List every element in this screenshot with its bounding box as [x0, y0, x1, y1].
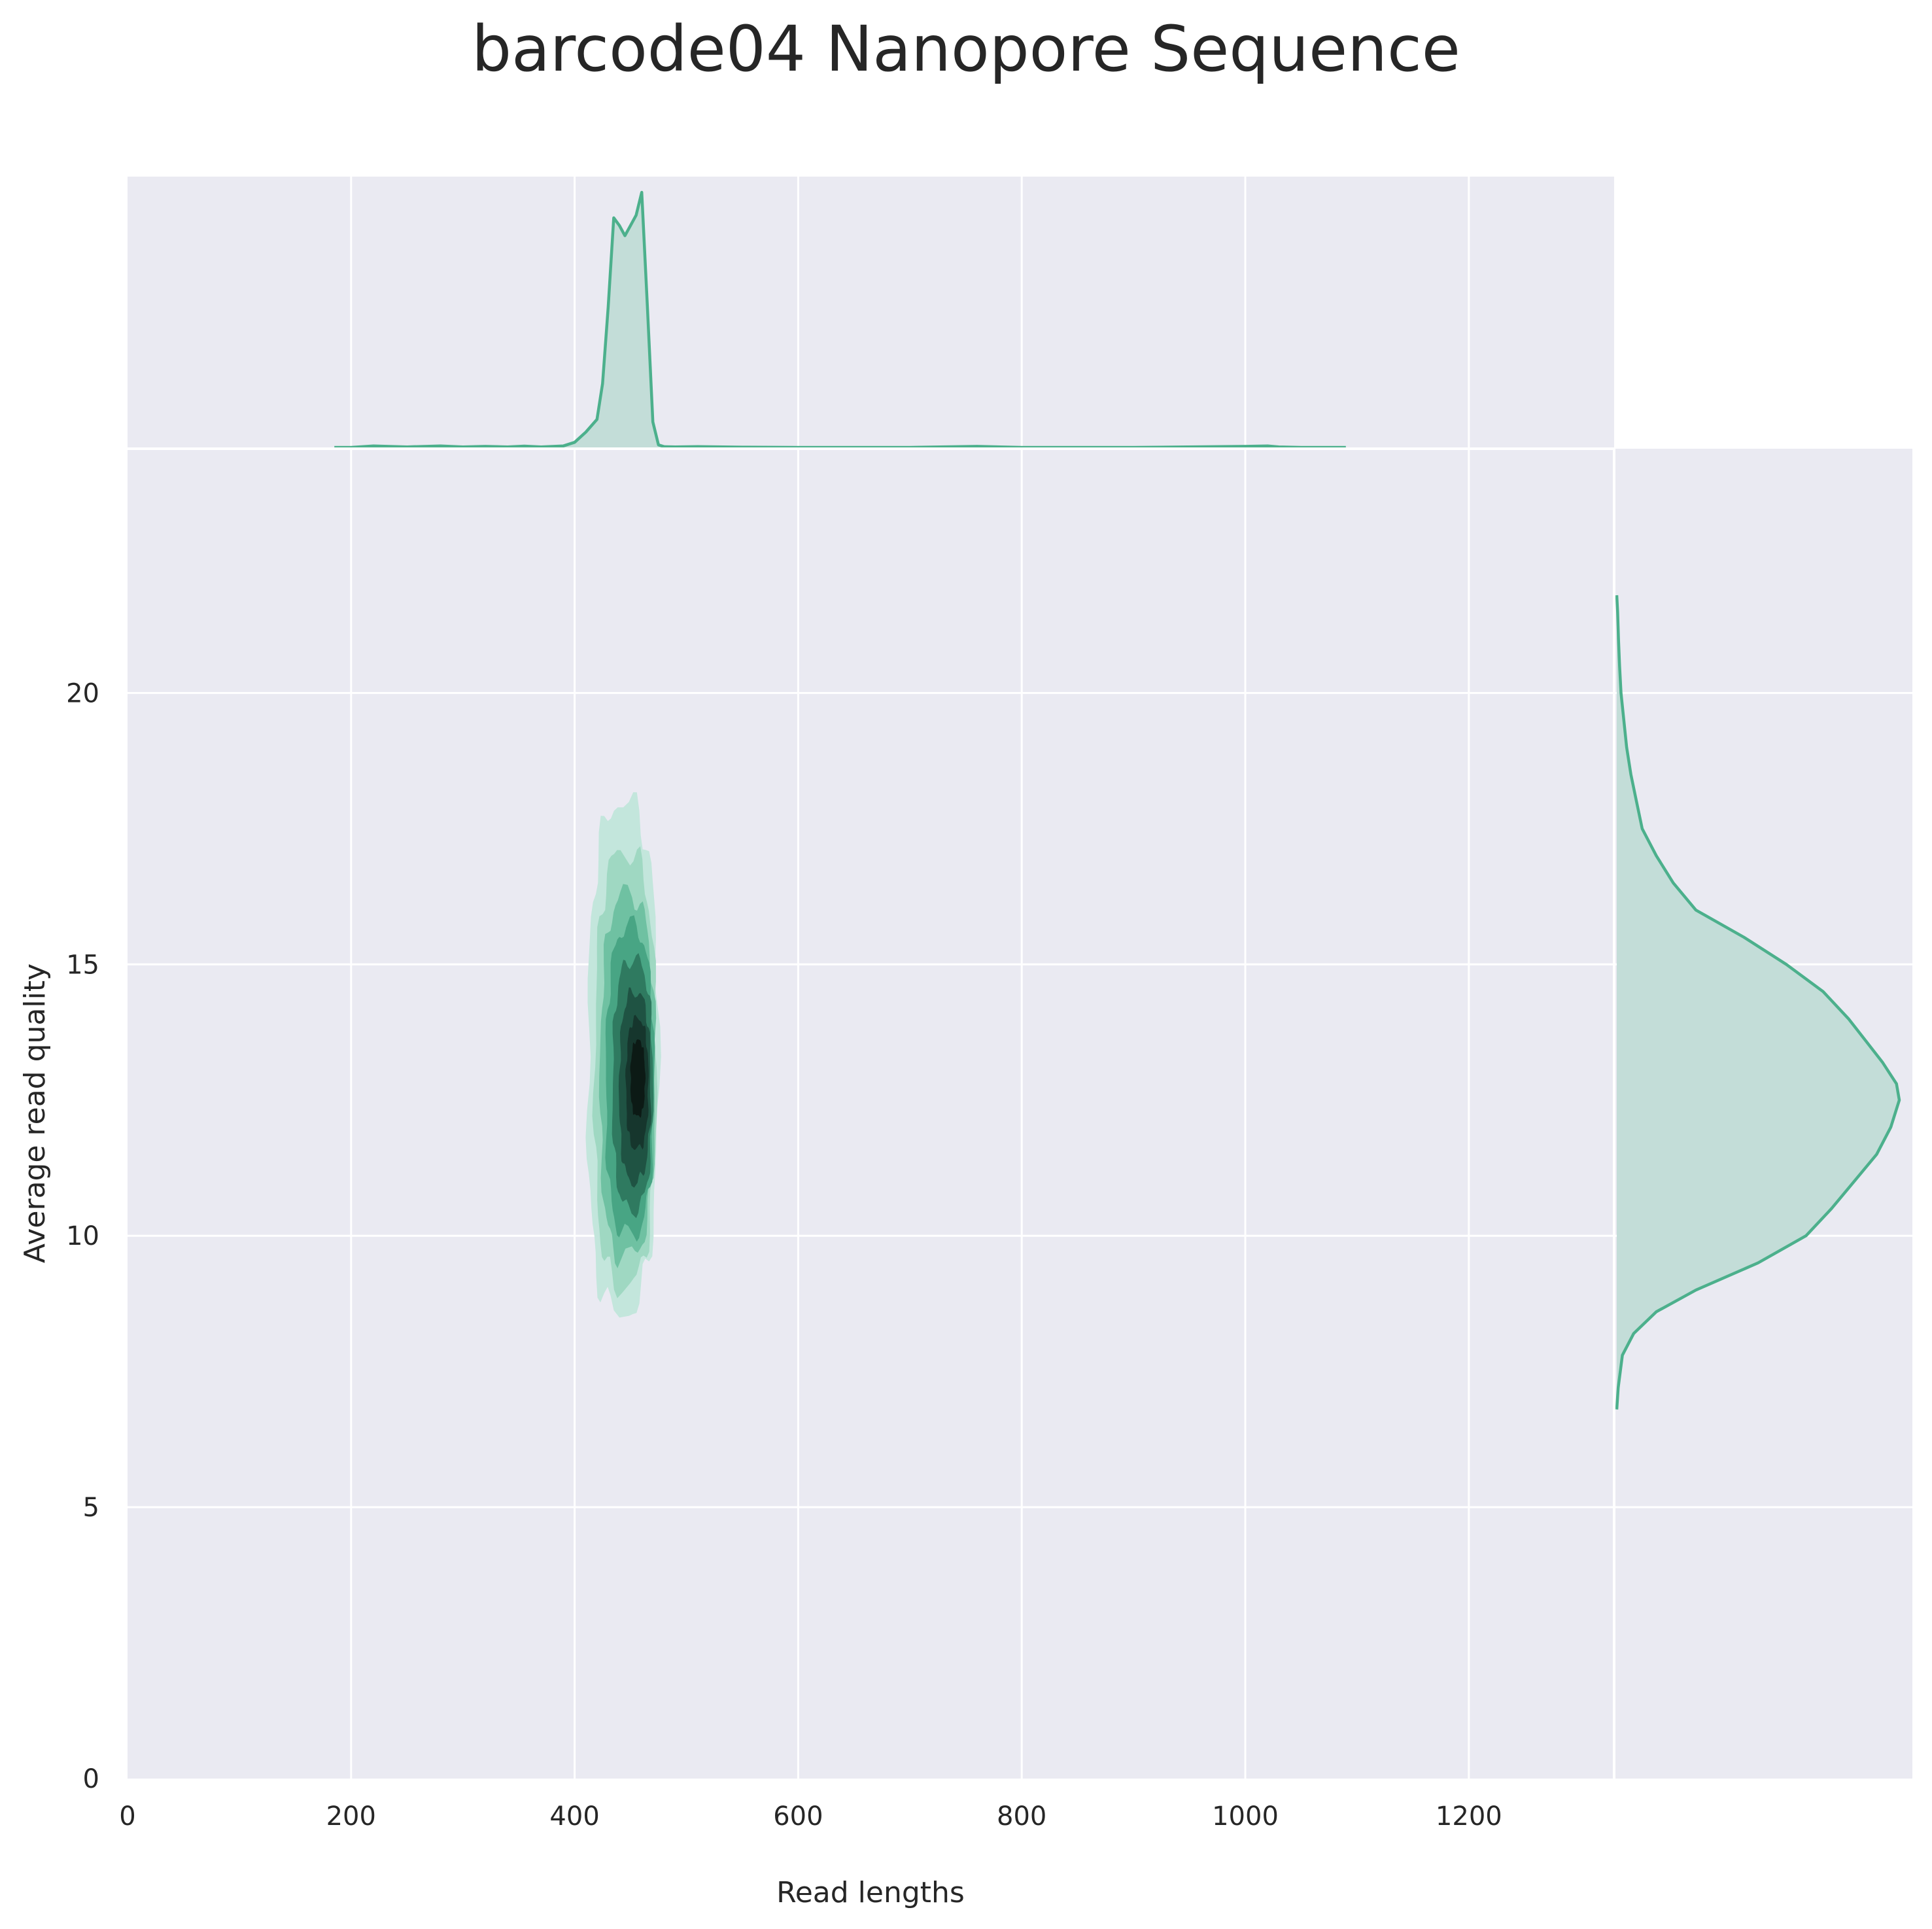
x-tick-label: 600 — [773, 1801, 823, 1832]
joint-plot-grid — [128, 447, 1615, 1779]
y-tick-label: 15 — [66, 950, 99, 980]
x-axis-label: Read lengths — [776, 1876, 965, 1909]
top-marginal-background — [128, 177, 1614, 449]
x-tick-label: 400 — [549, 1801, 599, 1832]
top-marginal-grid — [350, 177, 1470, 449]
y-axis-label: Average read quality — [18, 964, 52, 1263]
y-density-line — [1615, 595, 1901, 1410]
y-tick-label: 10 — [66, 1221, 99, 1251]
x-tick-label: 1200 — [1436, 1801, 1502, 1832]
density-contour-level-8 — [630, 1039, 646, 1118]
y-axis-ticks: 0 5 10 15 20 — [66, 678, 99, 1794]
top-marginal-panel — [128, 177, 1614, 449]
x-density-line — [334, 190, 1346, 449]
y-tick-label: 0 — [83, 1764, 99, 1794]
x-tick-label: 0 — [119, 1801, 135, 1832]
x-tick-label: 1000 — [1212, 1801, 1279, 1832]
chart-title: barcode04 Nanopore Sequence — [472, 12, 1460, 86]
right-marginal-panel — [1614, 449, 1912, 1779]
x-axis-ticks: 0 200 400 600 800 1000 1200 — [119, 1801, 1502, 1832]
x-tick-label: 200 — [326, 1801, 376, 1832]
x-tick-label: 800 — [997, 1801, 1046, 1832]
density-contours — [585, 792, 661, 1318]
y-density-fill — [1617, 595, 1899, 1410]
y-tick-label: 5 — [83, 1493, 99, 1523]
joint-plot-background — [128, 449, 1614, 1779]
y-tick-label: 20 — [66, 678, 99, 708]
joint-panel — [128, 447, 1615, 1779]
